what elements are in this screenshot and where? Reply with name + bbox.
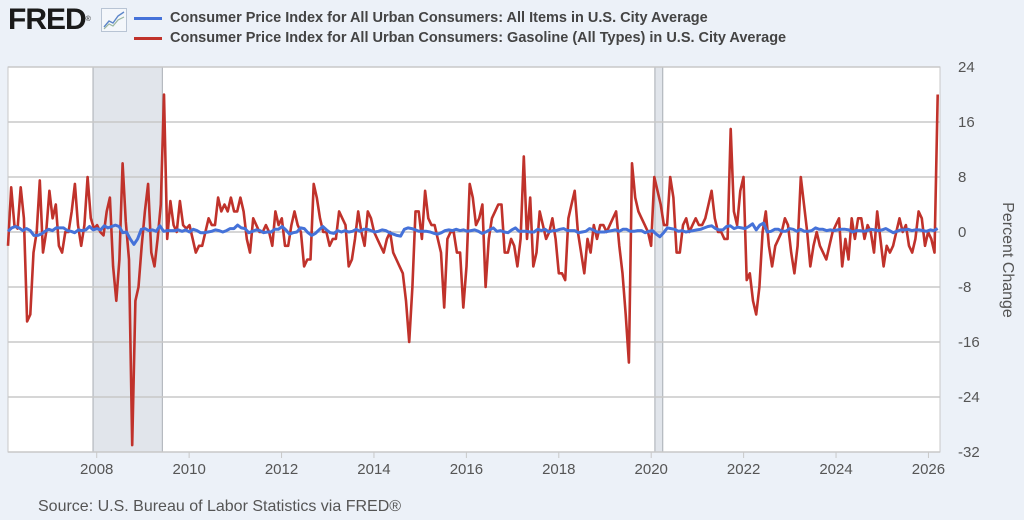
- y-tick-label: 8: [958, 169, 966, 186]
- x-tick-label: 2026: [912, 461, 945, 478]
- legend-item-cpi-gasoline[interactable]: Consumer Price Index for All Urban Consu…: [134, 29, 786, 47]
- x-tick-label: 2014: [357, 461, 390, 478]
- y-axis: 24 16 8 0 -8 -16 -24 -32: [958, 59, 980, 461]
- fred-logo[interactable]: FRED®: [8, 3, 91, 36]
- registered-mark: ®: [85, 16, 91, 23]
- legend-swatch-blue: [134, 16, 162, 20]
- y-tick-label: 16: [958, 114, 975, 131]
- series-line-all-items: [6, 221, 939, 246]
- fred-logo-text: FRED: [8, 3, 87, 36]
- series-lines: [6, 93, 939, 447]
- x-tick-label: 2010: [172, 461, 205, 478]
- x-tick-label: 2024: [819, 461, 852, 478]
- x-axis: 2008 2010 2012 2014 2016 2018 2020 2022 2024 2026: [80, 452, 945, 478]
- line-chart-icon[interactable]: [101, 8, 127, 32]
- source-note: Source: U.S. Bureau of Labor Statistics …: [38, 498, 402, 515]
- x-tick-label: 2012: [265, 461, 298, 478]
- chart-header: FRED® Consumer Price Index for All Urban…: [0, 0, 1024, 58]
- y-tick-label: -32: [958, 444, 980, 461]
- x-tick-label: 2016: [450, 461, 483, 478]
- x-tick-label: 2022: [727, 461, 760, 478]
- grid-lines: [8, 66, 940, 453]
- legend-label: Consumer Price Index for All Urban Consu…: [170, 30, 787, 46]
- legend-item-cpi-all-items[interactable]: Consumer Price Index for All Urban Consu…: [134, 9, 708, 27]
- legend-label: Consumer Price Index for All Urban Consu…: [170, 10, 708, 26]
- recession-bar: [654, 66, 664, 453]
- y-tick-label: 0: [958, 224, 966, 241]
- y-tick-label: -16: [958, 334, 980, 351]
- y-axis-label: Percent Change: [999, 202, 1016, 318]
- y-tick-label: -24: [958, 389, 980, 406]
- y-tick-label: 24: [958, 59, 975, 76]
- x-tick-label: 2008: [80, 461, 113, 478]
- series-line-gasoline: [6, 93, 939, 447]
- legend-swatch-red: [134, 36, 162, 40]
- y-tick-label: -8: [958, 279, 971, 296]
- x-tick-label: 2018: [542, 461, 575, 478]
- x-tick-label: 2020: [635, 461, 668, 478]
